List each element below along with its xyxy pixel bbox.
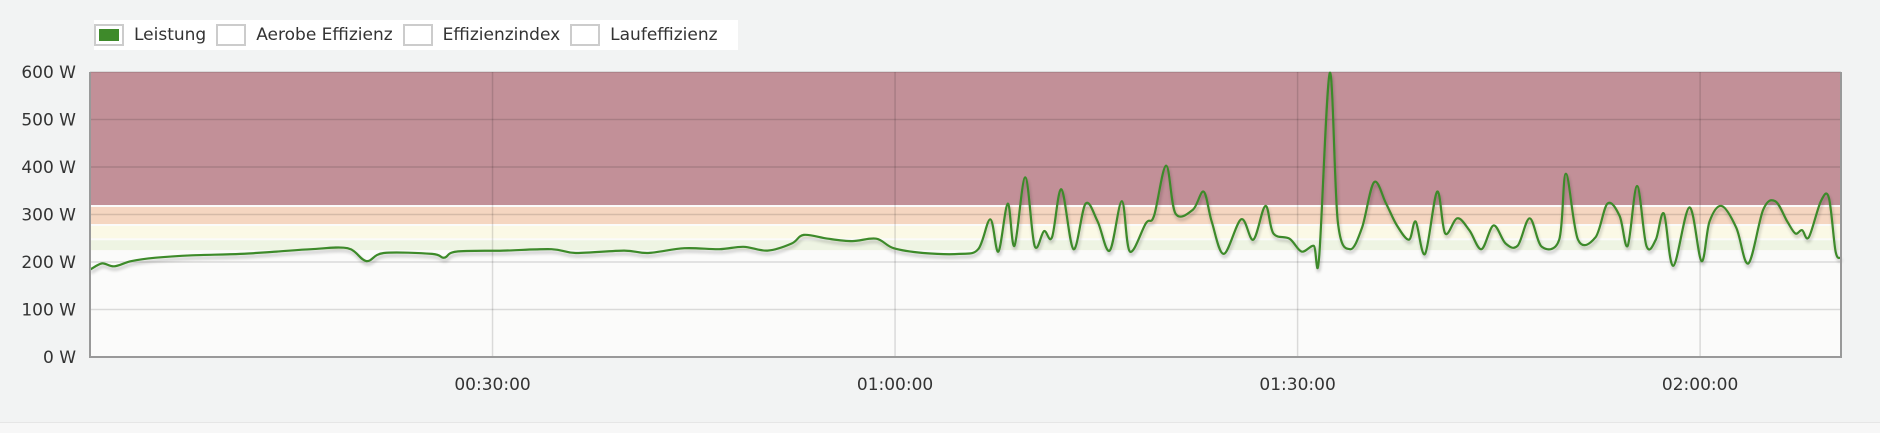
legend-label: Effizienzindex [442, 25, 561, 45]
x-tick-label: 02:00:00 [1662, 375, 1738, 395]
y-tick-label: 500 W [21, 111, 76, 131]
x-tick-label: 00:30:00 [454, 375, 530, 395]
y-tick-label: 200 W [21, 253, 76, 273]
zone-band [90, 72, 1841, 205]
intensity-zones [90, 72, 1841, 251]
axes [89, 72, 1842, 358]
series-line-leistung [89, 71, 1842, 271]
zone-band [90, 207, 1841, 224]
legend-item-effizienzindex[interactable]: Effizienzindex [402, 24, 561, 46]
chart-legend: Leistung Aerobe Effizienz Effizienzindex… [94, 20, 738, 50]
y-tick-label: 0 W [43, 348, 76, 368]
zone-band [90, 226, 1841, 239]
legend-checkbox-aerobe-effizienz[interactable] [216, 24, 247, 46]
legend-checkbox-laufeffizienz[interactable] [570, 24, 601, 46]
x-tick-label: 01:30:00 [1259, 375, 1335, 395]
y-tick-label: 100 W [21, 301, 76, 321]
x-axis-labels: 00:30:00 01:00:00 01:30:00 02:00:00 [454, 375, 1738, 395]
y-tick-label: 400 W [21, 158, 76, 178]
grid-lines [90, 71, 1841, 357]
legend-label: Aerobe Effizienz [256, 25, 393, 45]
legend-checkbox-effizienzindex[interactable] [402, 24, 433, 46]
legend-checkbox-leistung[interactable] [94, 24, 124, 46]
series-layer [89, 71, 1842, 271]
y-tick-label: 600 W [21, 63, 76, 83]
y-tick-label: 300 W [21, 206, 76, 226]
legend-label: Laufeffizienz [610, 25, 718, 45]
legend-item-aerobe-effizienz[interactable]: Aerobe Effizienz [216, 24, 393, 46]
footer-bar [0, 422, 1880, 433]
legend-item-leistung[interactable]: Leistung [94, 24, 206, 46]
zone-band [90, 240, 1841, 251]
x-tick-label: 01:00:00 [857, 375, 933, 395]
y-axis-labels: 0 W 100 W 200 W 300 W 400 W 500 W 600 W [21, 63, 76, 368]
legend-label: Leistung [134, 25, 207, 45]
legend-item-laufeffizienz[interactable]: Laufeffizienz [570, 24, 718, 46]
